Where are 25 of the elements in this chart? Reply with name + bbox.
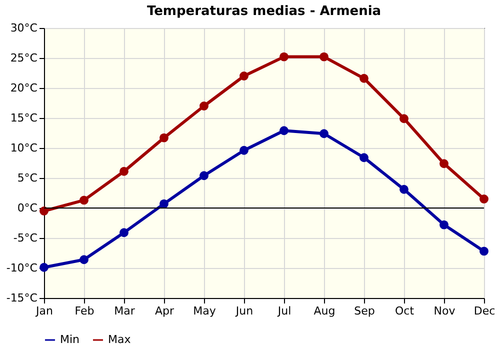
x-tick-label: Sep <box>354 304 375 318</box>
y-tick-label: 0°C <box>17 202 38 214</box>
x-tick-label: Mar <box>114 304 136 318</box>
x-tick-label: May <box>193 304 216 318</box>
x-tick-label: Apr <box>154 304 174 318</box>
x-tick-label: Jun <box>234 304 254 318</box>
y-tick-label: -15°C <box>6 292 38 304</box>
x-tick-label: Jul <box>276 304 292 318</box>
y-tick-label: 15°C <box>10 112 38 124</box>
x-tick-label: Jan <box>35 304 53 318</box>
y-tick-label: 20°C <box>10 82 38 94</box>
x-tick-label: Nov <box>434 304 456 318</box>
y-tick-label: 5°C <box>17 172 38 184</box>
y-tick-label: 10°C <box>10 142 38 154</box>
y-tick-label: 30°C <box>10 22 38 34</box>
y-tick-label: -10°C <box>6 262 38 274</box>
x-tick-label: Aug <box>314 304 336 318</box>
legend-label: Min <box>60 333 80 346</box>
legend-label: Max <box>108 333 132 346</box>
y-tick-label: 25°C <box>10 52 38 64</box>
x-tick-label: Dec <box>474 304 496 318</box>
x-tick-label: Feb <box>74 304 94 318</box>
x-tick-label: Oct <box>394 304 415 318</box>
y-tick-label: -5°C <box>13 232 38 244</box>
chart-title: Temperaturas medias - Armenia <box>146 4 382 19</box>
